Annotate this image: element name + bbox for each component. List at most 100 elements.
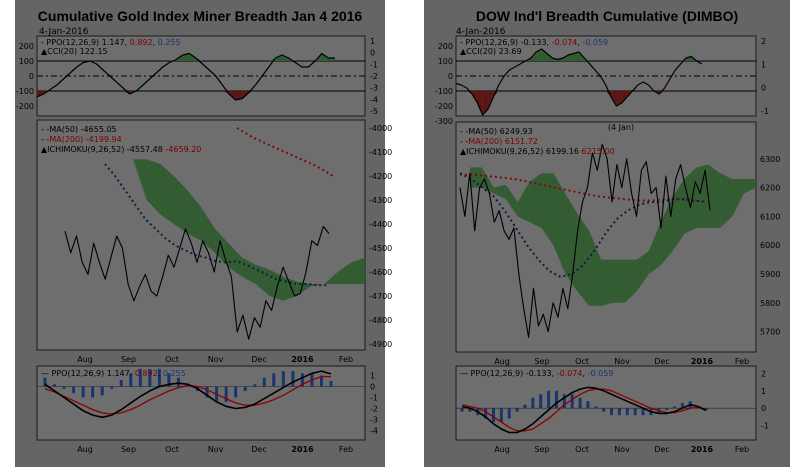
ma200-legend-part: MA(200) bbox=[49, 135, 85, 144]
x-tick-label: Sep bbox=[121, 445, 136, 454]
x-tick-label: 2016 bbox=[691, 357, 714, 366]
ma200-legend-part: -4199.94 bbox=[86, 135, 122, 144]
ppo-legend-part: - PPO(12,26,9) bbox=[41, 38, 102, 47]
right-tick-label: 1 bbox=[370, 37, 375, 46]
histogram-bar bbox=[272, 373, 276, 387]
histogram-bar bbox=[43, 377, 47, 387]
ichimoku-cloud-segment bbox=[517, 181, 530, 223]
y-tick-label: 2 bbox=[761, 369, 766, 378]
ppo-bottom-legend: — PPO(12,26,9) -0.133, -0.074, -0.059 bbox=[460, 369, 613, 378]
x-tick-label: Aug bbox=[494, 445, 510, 454]
histogram-bar bbox=[234, 386, 238, 398]
histogram-bar bbox=[625, 408, 629, 416]
y-tick-label: -4100 bbox=[369, 148, 392, 157]
cci-overbought-fill bbox=[182, 53, 190, 61]
ichimoku-legend-part: -4557.48 bbox=[127, 145, 166, 154]
histogram-bar bbox=[484, 408, 488, 419]
ma200-line bbox=[460, 173, 707, 203]
x-tick-label: Nov bbox=[208, 445, 224, 454]
histogram-bar bbox=[62, 386, 66, 389]
ppo-legend-part: , bbox=[153, 38, 158, 47]
ppo-legend-part: 0.892 bbox=[130, 38, 153, 47]
histogram-bar bbox=[129, 373, 133, 387]
ppo-legend-part: -0.074 bbox=[552, 38, 578, 47]
histogram-bar bbox=[578, 397, 582, 409]
right-tick-label: -3 bbox=[370, 84, 378, 93]
cci-oversold-fill bbox=[482, 91, 489, 115]
ichimoku-cloud-segment bbox=[187, 190, 202, 241]
histogram-bar bbox=[291, 371, 295, 387]
gold-miner-breadth-chart: Cumulative Gold Index Miner Breadth Jan … bbox=[15, 0, 392, 467]
chart-title: Cumulative Gold Index Miner Breadth Jan … bbox=[37, 8, 363, 24]
ppo-bottom-legend-part: , bbox=[582, 369, 587, 378]
histogram-bar bbox=[224, 386, 228, 402]
ichimoku-cloud-segment bbox=[732, 179, 745, 217]
cci-overbought-fill bbox=[573, 52, 579, 61]
ichimoku-legend-part: 6199.16 bbox=[546, 147, 582, 156]
cci-oversold-fill bbox=[129, 91, 137, 94]
dow-breadth-plot: 200 100 0 -100 -200 -300 2 1 0 -1 - PPO(12,26,9) -… bbox=[435, 35, 780, 454]
ichimoku-cloud-segment bbox=[493, 184, 506, 200]
ma200-legend: - -MA(200) -4199.94 bbox=[41, 135, 122, 144]
ppo-bottom-legend-part: 0.892 bbox=[135, 369, 158, 378]
cci-overbought-fill bbox=[525, 58, 531, 61]
right-tick-label: -5 bbox=[370, 107, 378, 116]
x-tick-label: Aug bbox=[494, 357, 510, 366]
y-tick-label: -1 bbox=[761, 422, 769, 431]
y-tick-label: -100 bbox=[435, 87, 453, 96]
ma50-line bbox=[104, 163, 327, 287]
y-tick-label: 100 bbox=[19, 57, 34, 66]
ma200-legend-part: - - bbox=[460, 137, 468, 146]
ichimoku-cloud-segment bbox=[160, 164, 174, 224]
histogram-bar bbox=[594, 406, 598, 409]
cci-oversold-fill bbox=[37, 91, 44, 97]
ppo-legend-part: - PPO(12,26,9) bbox=[460, 38, 521, 47]
histogram-bar bbox=[507, 408, 511, 419]
y-tick-label: -300 bbox=[435, 117, 453, 126]
ppo-signal-line bbox=[461, 388, 707, 432]
histogram-bar bbox=[148, 368, 152, 387]
ppo-bottom-legend-part: -0.059 bbox=[588, 369, 614, 378]
cci-legend: ▲CCI(20) 122.15 bbox=[41, 47, 108, 56]
y-tick-label: 6000 bbox=[760, 241, 780, 250]
cci-oversold-fill bbox=[488, 91, 494, 109]
y-tick-label: 100 bbox=[438, 57, 453, 66]
histogram-bar bbox=[91, 386, 95, 398]
ichimoku-legend: ▲ICHIMOKU(9,26,52) -4557.48 -4659.20 bbox=[41, 145, 201, 154]
ichimoku-cloud-segment bbox=[565, 193, 578, 292]
y-tick-label: 0 bbox=[448, 72, 453, 81]
right-tick-label: -4 bbox=[370, 95, 378, 104]
cci-line bbox=[455, 48, 703, 116]
cci-legend-part: 122.15 bbox=[80, 47, 108, 56]
cci-oversold-fill bbox=[621, 91, 628, 103]
y-tick-label: 5700 bbox=[760, 328, 780, 337]
ppo-bottom-legend-part: — PPO(12,26,9) bbox=[460, 369, 526, 378]
ichimoku-cloud-segment bbox=[337, 262, 352, 284]
y-tick-label: 5900 bbox=[760, 270, 780, 279]
x-tick-label: Aug bbox=[77, 445, 93, 454]
histogram-bar bbox=[205, 386, 209, 398]
cci-legend-part: ▲CCI(20) bbox=[460, 47, 499, 56]
ma50-legend: - -MA(50) -4655.05 bbox=[41, 125, 117, 134]
annotation: (4 Jan) bbox=[608, 123, 634, 132]
dow-breadth-chart: DOW Ind'l Breadth Cumulative (DIMBO) 4-J… bbox=[424, 0, 790, 467]
ichimoku-cloud-segment bbox=[672, 179, 685, 251]
ppo-line bbox=[44, 370, 332, 419]
y-tick-label: 6300 bbox=[760, 155, 780, 164]
ichimoku-cloud-segment bbox=[624, 259, 637, 303]
y-tick-label: 0 bbox=[761, 404, 766, 413]
ppo-legend-part: -0.133, bbox=[521, 38, 552, 47]
histogram-bar bbox=[602, 408, 606, 412]
histogram-bar bbox=[617, 408, 621, 416]
histogram-bar bbox=[110, 386, 114, 389]
histogram-bar bbox=[176, 377, 180, 387]
y-tick-label: -200 bbox=[435, 102, 453, 111]
plot-frame bbox=[455, 121, 757, 353]
y-tick-label: -4500 bbox=[369, 244, 392, 253]
cci-overbought-fill bbox=[562, 55, 569, 61]
ppo-legend: - PPO(12,26,9) 1.147, 0.892, 0.255 bbox=[41, 38, 181, 47]
ppo-legend-part: , bbox=[577, 38, 582, 47]
y-tick-label: 200 bbox=[438, 42, 453, 51]
histogram-bar bbox=[499, 408, 503, 423]
histogram-bar bbox=[100, 386, 104, 396]
